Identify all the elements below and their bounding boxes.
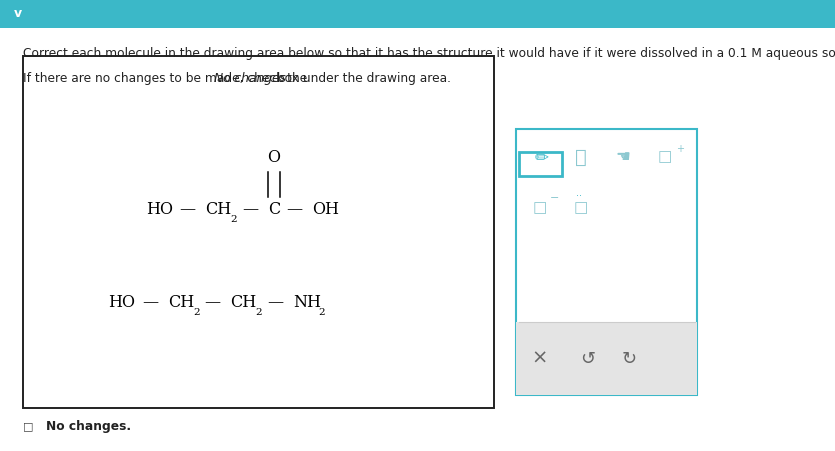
Bar <box>0 0 835 28</box>
Text: O: O <box>267 149 281 166</box>
Text: ··: ·· <box>575 191 582 201</box>
Text: 2: 2 <box>256 308 262 317</box>
Text: □: □ <box>657 149 672 165</box>
Text: □: □ <box>574 200 589 215</box>
Text: NH: NH <box>293 294 321 311</box>
Text: ✏: ✏ <box>534 148 548 166</box>
Text: —: — <box>242 201 258 218</box>
Text: −: − <box>549 193 559 202</box>
Text: ☚: ☚ <box>615 148 630 166</box>
Text: 2: 2 <box>230 215 237 224</box>
Text: —: — <box>286 201 302 218</box>
Bar <box>516 322 697 395</box>
Text: □: □ <box>532 200 547 215</box>
Text: —: — <box>267 294 283 311</box>
Text: No changes.: No changes. <box>46 420 131 433</box>
Text: OH: OH <box>312 201 339 218</box>
Text: ×: × <box>531 349 548 368</box>
Bar <box>516 129 697 395</box>
Text: No changes: No changes <box>214 72 286 85</box>
Text: C: C <box>268 201 281 218</box>
Text: CH: CH <box>205 201 231 218</box>
Text: 2: 2 <box>318 308 325 317</box>
Text: If there are no changes to be made, check the: If there are no changes to be made, chec… <box>23 72 311 85</box>
Bar <box>23 56 494 408</box>
Text: —: — <box>205 294 220 311</box>
Text: box under the drawing area.: box under the drawing area. <box>273 72 451 85</box>
Text: CH: CH <box>230 294 256 311</box>
Text: □: □ <box>23 421 34 431</box>
Text: ↺: ↺ <box>580 350 595 368</box>
Text: ⬦: ⬦ <box>575 147 587 166</box>
Text: HO: HO <box>146 201 173 218</box>
Text: —: — <box>142 294 158 311</box>
Text: HO: HO <box>109 294 135 311</box>
Text: v: v <box>14 8 23 20</box>
Text: +: + <box>676 144 684 154</box>
Text: —: — <box>180 201 195 218</box>
Text: Correct each molecule in the drawing area below so that it has the structure it : Correct each molecule in the drawing are… <box>23 47 835 60</box>
Text: CH: CH <box>168 294 194 311</box>
Bar <box>519 152 562 176</box>
Text: 2: 2 <box>193 308 200 317</box>
Text: ↻: ↻ <box>622 350 637 368</box>
